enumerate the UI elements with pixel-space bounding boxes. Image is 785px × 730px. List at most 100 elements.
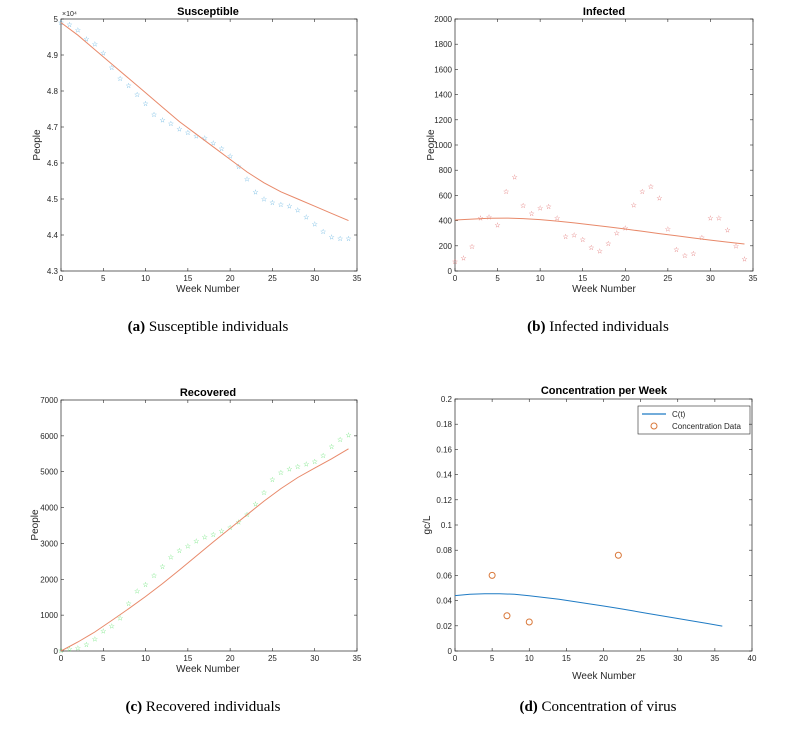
y-tick-label: 0.12 <box>436 496 452 505</box>
data-point-star: ☆ <box>193 133 199 141</box>
data-point-star: ☆ <box>176 125 182 133</box>
legend-label-data: Concentration Data <box>672 422 741 431</box>
y-tick-label: 1400 <box>434 91 452 100</box>
y-tick-label: 0.06 <box>436 571 452 580</box>
chart-title-recovered: Recovered <box>180 387 236 399</box>
panel-infected: Infected Week Number People (b) Infected… <box>426 6 758 335</box>
data-point-star: ☆ <box>185 129 191 137</box>
caption-a: (a) Susceptible individuals <box>128 319 289 335</box>
data-point-star: ☆ <box>92 41 98 49</box>
chart-title-infected: Infected <box>583 6 625 18</box>
data-point-star: ☆ <box>75 644 81 652</box>
x-axis-label-susceptible: Week Number <box>176 284 240 295</box>
axes-box <box>454 398 753 652</box>
x-tick-label: 10 <box>525 654 534 663</box>
data-point-star: ☆ <box>741 256 747 264</box>
data-point-star: ☆ <box>588 244 594 252</box>
data-point-star: ☆ <box>278 469 284 477</box>
data-point-star: ☆ <box>597 247 603 255</box>
x-tick-label: 0 <box>453 274 458 283</box>
data-point-star: ☆ <box>469 243 475 251</box>
series-line-model <box>60 22 349 222</box>
data-point-star: ☆ <box>126 82 132 90</box>
panel-concentration: Concentration per Week Week Number gc/L … <box>422 385 757 715</box>
data-point-star: ☆ <box>580 236 586 244</box>
y-tick-label: 1200 <box>434 116 452 125</box>
x-tick-label: 15 <box>562 654 571 663</box>
y-tick-label: 1800 <box>434 40 452 49</box>
data-point-star: ☆ <box>269 199 275 207</box>
y-tick-label: 4.3 <box>47 267 59 276</box>
data-point-star: ☆ <box>452 258 458 266</box>
data-point-star: ☆ <box>134 588 140 596</box>
y-tick-label: 0 <box>448 267 453 276</box>
data-point-star: ☆ <box>639 188 645 196</box>
data-point-star: ☆ <box>286 465 292 473</box>
x-tick-label: 20 <box>621 274 630 283</box>
data-point-star: ☆ <box>554 215 560 223</box>
data-point-star: ☆ <box>126 600 132 608</box>
axes-box <box>60 18 358 272</box>
y-tick-label: 0.14 <box>436 471 452 480</box>
data-point-star: ☆ <box>320 228 326 236</box>
y-tick-label: 2000 <box>434 15 452 24</box>
x-tick-label: 0 <box>59 654 64 663</box>
y-tick-label: 4.8 <box>47 87 59 96</box>
data-point-star: ☆ <box>328 443 334 451</box>
y-tick-label: 3000 <box>40 539 58 548</box>
data-point-circle <box>488 571 496 579</box>
data-point-star: ☆ <box>176 547 182 555</box>
y-tick-label: 800 <box>439 166 453 175</box>
data-point-star: ☆ <box>733 242 739 250</box>
panel-susceptible: Susceptible ×10⁴ Week Number People (a) … <box>32 6 362 335</box>
data-point-star: ☆ <box>159 563 165 571</box>
data-point-star: ☆ <box>83 35 89 43</box>
data-point-star: ☆ <box>109 64 115 72</box>
data-point-star: ☆ <box>210 140 216 148</box>
legend-circle-swatch <box>650 422 658 430</box>
data-point-star: ☆ <box>520 202 526 210</box>
data-point-star: ☆ <box>219 145 225 153</box>
x-tick-label: 35 <box>353 274 362 283</box>
y-axis-label-susceptible: People <box>32 129 43 161</box>
series-line-ct <box>454 593 723 627</box>
x-tick-label: 25 <box>268 274 277 283</box>
y-tick-label: 200 <box>439 242 453 251</box>
data-point-star: ☆ <box>503 188 509 196</box>
data-point-star: ☆ <box>159 116 165 124</box>
y-tick-label: 1000 <box>434 141 452 150</box>
data-point-star: ☆ <box>303 460 309 468</box>
data-point-star: ☆ <box>563 233 569 241</box>
x-axis-label-concentration: Week Number <box>572 671 636 682</box>
y-tick-label: 4.9 <box>47 51 59 60</box>
y-tick-label: 0.1 <box>441 521 453 530</box>
y-tick-label: 400 <box>439 217 453 226</box>
data-point-star: ☆ <box>117 75 123 83</box>
data-point-star: ☆ <box>235 163 241 171</box>
y-axis-label-recovered: People <box>30 509 41 541</box>
data-point-star: ☆ <box>109 622 115 630</box>
caption-d: (d) Concentration of virus <box>519 699 676 715</box>
data-point-star: ☆ <box>269 476 275 484</box>
data-point-star: ☆ <box>571 232 577 240</box>
y-tick-label: 0.18 <box>436 420 452 429</box>
data-point-star: ☆ <box>312 221 318 229</box>
x-tick-label: 15 <box>183 654 192 663</box>
data-point-star: ☆ <box>193 537 199 545</box>
chart-title-susceptible: Susceptible <box>177 6 239 18</box>
x-tick-label: 10 <box>536 274 545 283</box>
y-tick-label: 600 <box>439 191 453 200</box>
data-point-circle <box>614 551 622 559</box>
x-tick-label: 20 <box>599 654 608 663</box>
y-tick-label: 0.16 <box>436 445 452 454</box>
data-point-star: ☆ <box>168 554 174 562</box>
data-point-star: ☆ <box>168 120 174 128</box>
x-tick-label: 5 <box>490 654 495 663</box>
series-line-model <box>60 448 349 652</box>
data-point-star: ☆ <box>100 50 106 58</box>
x-tick-label: 30 <box>310 274 319 283</box>
x-tick-label: 25 <box>268 654 277 663</box>
y-tick-label: 0 <box>448 647 453 656</box>
y-exponent-label: ×10⁴ <box>62 11 77 18</box>
x-tick-label: 35 <box>749 274 758 283</box>
